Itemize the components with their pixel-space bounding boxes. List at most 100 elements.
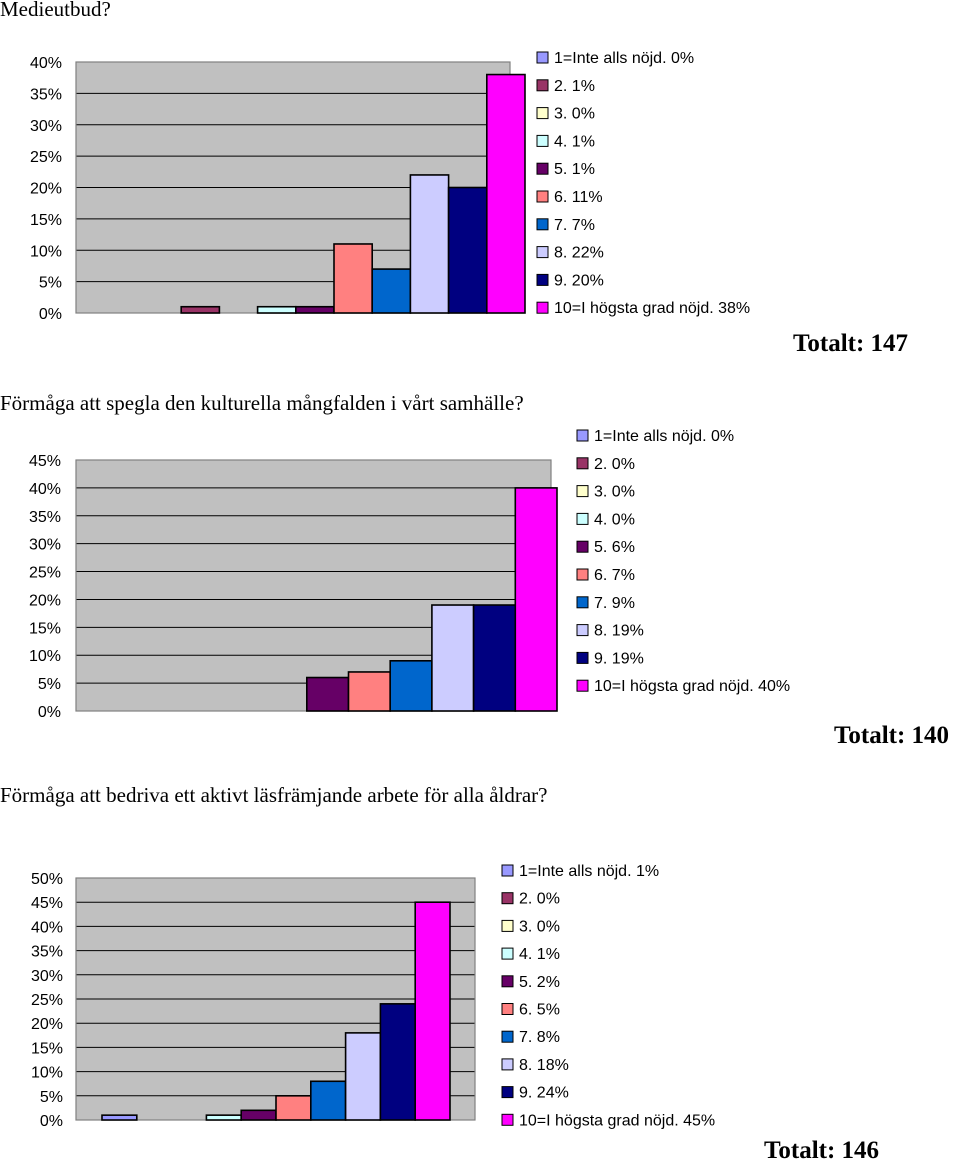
legend-label: 8. 18% <box>519 1057 569 1074</box>
legend-label: 9. 19% <box>594 650 644 667</box>
bar-chart: 0% 5% 10% 15% 20% 25% 30% 35% 40% 1=Inte alls nöj… <box>30 50 750 323</box>
legend-label: 10=I högsta grad nöjd. 45% <box>519 1112 715 1129</box>
bar <box>514 487 558 712</box>
legend-swatch <box>536 301 549 314</box>
bar <box>347 671 392 712</box>
total-label: Totalt: 140 <box>834 722 950 749</box>
y-tick-label: 15% <box>29 620 61 637</box>
legend-label: 4. 1% <box>554 133 595 150</box>
legend-swatch <box>501 1003 514 1015</box>
bar <box>371 268 412 314</box>
legend-swatch <box>576 485 589 498</box>
y-tick-label: 35% <box>30 86 62 103</box>
y-tick-label: 5% <box>38 676 61 693</box>
y-tick-label: 10% <box>29 648 61 665</box>
legend-swatch <box>536 162 549 175</box>
y-tick-label: 10% <box>31 1065 63 1082</box>
legend-swatch <box>576 540 589 553</box>
y-tick-label: 35% <box>31 944 63 961</box>
legend-swatch <box>576 651 589 664</box>
bar <box>305 676 350 712</box>
legend-swatch <box>536 107 549 120</box>
legend-label: 4. 0% <box>594 511 635 528</box>
y-tick-label: 30% <box>29 537 61 554</box>
legend-swatch <box>576 457 589 470</box>
total-label: Totalt: 147 <box>793 330 909 357</box>
bar <box>409 174 450 314</box>
bar <box>256 305 297 314</box>
question-title: Medieutbud? <box>0 0 111 21</box>
legend-label: 8. 22% <box>554 245 604 262</box>
legend-swatch <box>501 864 514 877</box>
bar <box>485 73 526 314</box>
y-tick-label: 45% <box>31 895 63 912</box>
legend-swatch <box>576 512 589 525</box>
y-tick-label: 40% <box>30 55 62 72</box>
y-tick-label: 30% <box>30 118 62 135</box>
bar <box>389 660 433 712</box>
legend-swatch <box>536 79 549 92</box>
legend-swatch <box>576 624 589 637</box>
legend-label: 10=I högsta grad nöjd. 38% <box>554 300 750 317</box>
bar <box>344 1032 382 1121</box>
legend-swatch <box>576 679 589 692</box>
y-tick-label: 0% <box>39 306 62 323</box>
legend-label: 1=Inte alls nöjd. 0% <box>554 50 694 67</box>
legend-label: 3. 0% <box>554 106 595 123</box>
y-tick-label: 0% <box>40 1113 63 1130</box>
y-tick-label: 5% <box>39 275 62 292</box>
legend-label: 2. 0% <box>519 891 560 908</box>
bar <box>294 305 335 314</box>
legend-swatch <box>501 892 514 905</box>
bar <box>431 604 475 712</box>
legend-label: 7. 8% <box>519 1029 560 1046</box>
bar <box>309 1080 347 1121</box>
y-tick-label: 5% <box>40 1089 63 1106</box>
legend-swatch <box>576 596 589 609</box>
legend-swatch <box>501 947 514 960</box>
bar <box>414 901 451 1121</box>
legend-label: 6. 7% <box>594 567 635 584</box>
legend-label: 6. 5% <box>519 1002 560 1019</box>
legend-swatch <box>536 51 549 64</box>
legend-label: 10=I högsta grad nöjd. 40% <box>594 678 790 695</box>
legend-label: 1=Inte alls nöjd. 1% <box>519 863 659 880</box>
legend-label: 2. 0% <box>594 456 635 473</box>
legend-swatch <box>536 134 549 147</box>
legend-swatch <box>536 246 549 259</box>
legend-label: 6. 11% <box>554 189 603 206</box>
y-tick-label: 20% <box>31 1016 63 1033</box>
bar <box>240 1109 277 1121</box>
legend-label: 5. 2% <box>519 974 560 991</box>
y-tick-label: 30% <box>31 968 63 985</box>
legend-swatch <box>501 1086 514 1099</box>
bar <box>205 1114 242 1121</box>
legend-label: 5. 1% <box>554 161 595 178</box>
bar <box>275 1095 312 1121</box>
bar <box>472 604 517 712</box>
y-tick-label: 0% <box>38 704 61 721</box>
y-tick-label: 40% <box>29 481 61 498</box>
legend-label: 9. 20% <box>554 272 604 289</box>
bar-chart: 0% 5% 10% 15% 20% 25% 30% 35% 40% 45% 1=Inte alls … <box>29 428 790 721</box>
legend-swatch <box>576 568 589 581</box>
y-tick-label: 45% <box>29 453 61 470</box>
legend-swatch <box>501 1058 514 1071</box>
legend-label: 3. 0% <box>519 918 560 935</box>
y-tick-label: 20% <box>30 181 62 198</box>
legend-label: 2. 1% <box>554 78 595 95</box>
y-tick-label: 25% <box>29 565 61 582</box>
legend-label: 4. 1% <box>519 946 560 963</box>
legend-label: 7. 9% <box>594 595 635 612</box>
legend-swatch <box>501 1113 514 1126</box>
y-tick-label: 40% <box>31 919 63 936</box>
y-tick-label: 15% <box>30 212 62 229</box>
bar <box>447 186 488 314</box>
y-tick-label: 25% <box>30 149 62 166</box>
bar <box>379 1003 416 1121</box>
legend-swatch <box>576 429 589 442</box>
y-tick-label: 15% <box>31 1040 63 1057</box>
y-tick-label: 50% <box>31 871 63 888</box>
bar <box>333 243 374 314</box>
bar <box>101 1114 138 1121</box>
